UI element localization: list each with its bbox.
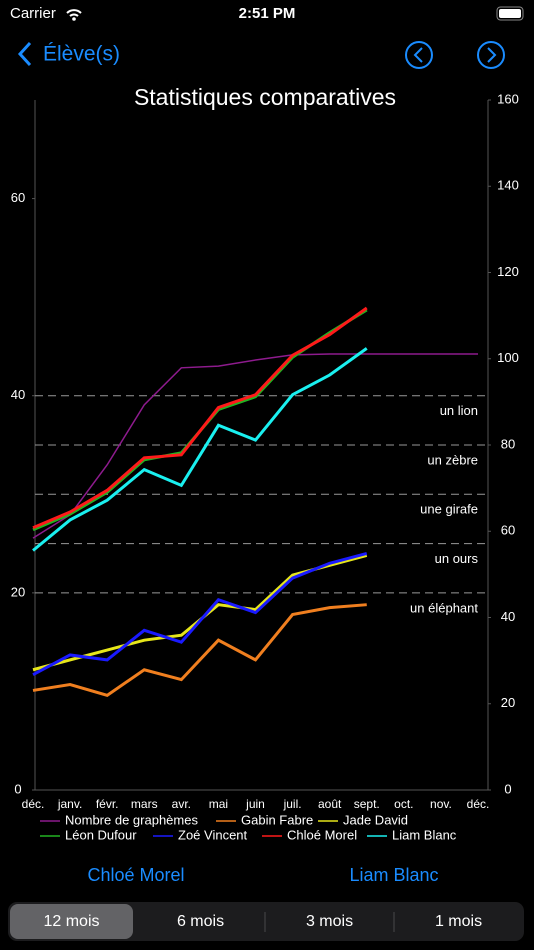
y-tick-label: 0 [14,781,21,796]
next-button[interactable] [477,41,505,69]
series-line [32,603,367,698]
legend-label: Chloé Morel [287,827,357,842]
y-tick-label: 40 [11,387,25,402]
x-tick-label: juin [245,797,265,811]
x-tick-label: févr. [96,797,119,811]
segment-option[interactable]: 6 mois [177,913,224,930]
wifi-icon [66,9,82,17]
series-line [32,306,368,530]
legend-label: Liam Blanc [392,827,457,842]
series-line [32,551,368,676]
segment-option[interactable]: 3 mois [306,913,353,930]
x-tick-label: juil. [283,797,302,811]
student-button[interactable]: Chloé Morel [87,865,184,885]
reference-label: un lion [440,403,478,418]
segment-selected [10,904,133,939]
legend-label: Zoé Vincent [178,827,248,842]
back-button[interactable]: Élève(s) [43,43,120,66]
segment-option[interactable]: 1 mois [435,913,482,930]
x-tick-label: avr. [172,797,191,811]
y-tick-label: 20 [11,584,25,599]
wifi-dot [72,17,76,21]
x-tick-label: mars [131,797,158,811]
y2-tick-label: 120 [497,264,519,279]
student-button[interactable]: Liam Blanc [349,865,438,885]
y2-tick-label: 160 [497,91,519,106]
x-tick-label: déc. [467,797,490,811]
y2-tick-label: 80 [501,436,515,451]
y2-tick-label: 140 [497,178,519,193]
prev-icon [413,47,423,63]
y2-tick-label: 100 [497,350,519,365]
segment-option[interactable]: 12 mois [43,913,99,930]
reference-label: une girafe [420,502,478,517]
battery [496,6,524,21]
series-line [32,553,368,672]
y-tick-label: 60 [11,190,25,205]
legend-label: Nombre de graphèmes [65,812,198,827]
next-icon [487,47,497,63]
prev-button[interactable] [405,41,433,69]
x-tick-label: oct. [394,797,413,811]
reference-label: un ours [435,551,479,566]
series-line [32,353,478,539]
x-tick-label: août [318,797,342,811]
chart-title: Statistiques comparatives [134,84,396,110]
reference-label: un zèbre [427,452,478,467]
carrier: Carrier [10,5,56,22]
battery-level [499,9,521,18]
back-chevron[interactable] [17,41,32,67]
x-tick-label: déc. [22,797,45,811]
segmented-control [8,902,524,941]
y2-tick-label: 40 [501,609,515,624]
x-tick-label: janv. [57,797,82,811]
y2-tick-label: 60 [501,523,515,538]
reference-label: un éléphant [410,600,478,615]
clock: 2:51 PM [239,5,296,22]
legend-label: Gabin Fabre [241,812,313,827]
legend-label: Jade David [343,812,408,827]
legend-label: Léon Dufour [65,827,137,842]
series-line [32,347,368,552]
y2-tick-label: 20 [501,695,515,710]
x-tick-label: nov. [430,797,452,811]
x-tick-label: sept. [354,797,380,811]
x-tick-label: mai [209,797,228,811]
y2-tick-label: 0 [504,781,511,796]
